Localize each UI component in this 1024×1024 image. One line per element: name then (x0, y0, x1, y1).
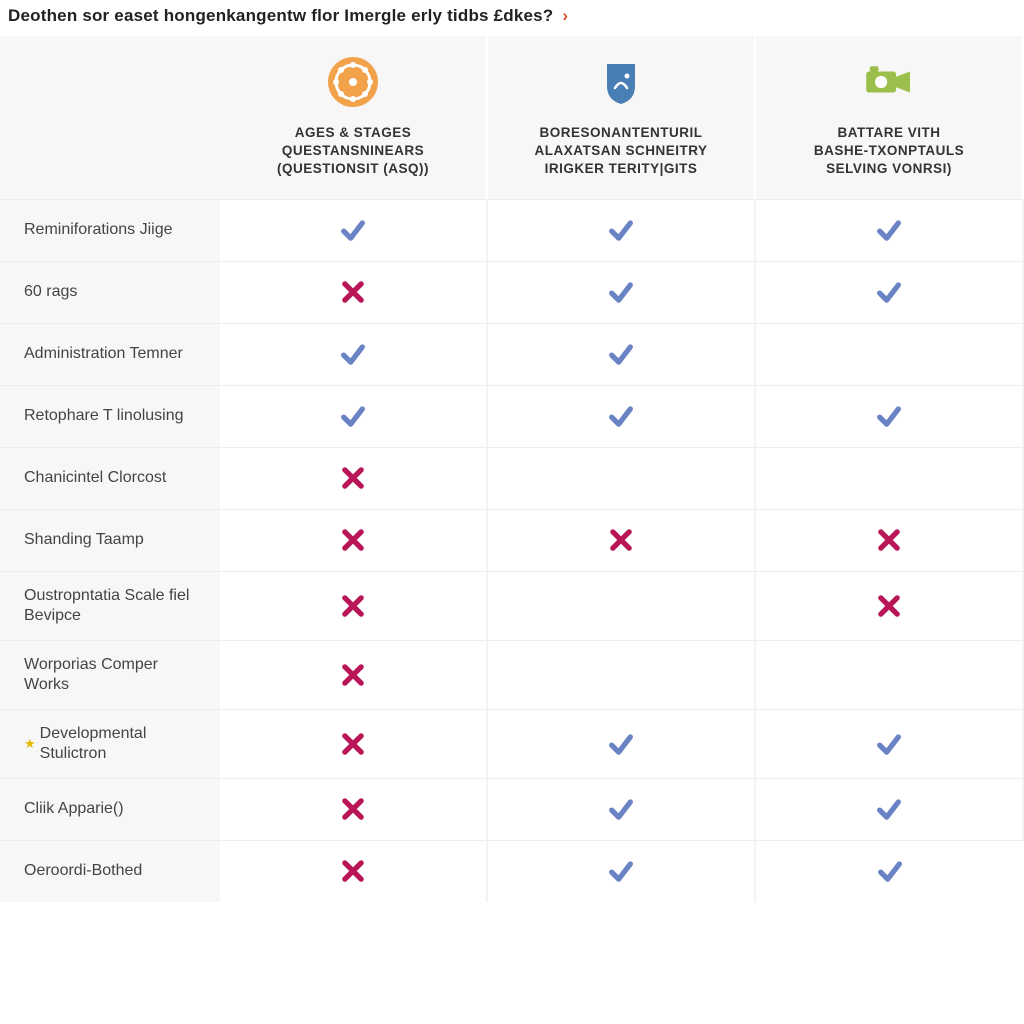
check-icon (876, 857, 904, 885)
star-icon: ★ (24, 736, 36, 752)
comparison-cell (488, 778, 756, 840)
row-label: Cliik Apparie() (0, 778, 220, 840)
row-label-text: Cliik Apparie() (24, 799, 124, 819)
check-icon (875, 216, 903, 244)
row-label-text: Oustropntatia Scale fiel Bevipce (24, 586, 204, 626)
title-caret-icon: › (562, 6, 568, 25)
check-icon (607, 402, 635, 430)
comparison-table: AGES & STAGESQUESTANSNINEARS(QUESTIONSIT… (0, 36, 1024, 902)
comparison-cell (220, 571, 488, 640)
comparison-cell (756, 709, 1024, 778)
row-label-text: Retophare T linolusing (24, 406, 184, 426)
row-label: Oeroordi-Bothed (0, 840, 220, 902)
row-label: Reminiforations Jiige (0, 199, 220, 261)
cross-icon (875, 526, 903, 554)
cross-icon (339, 661, 367, 689)
comparison-cell (488, 447, 756, 509)
column-header-label: BATTARE VITHBASHE-TXONPTAULSSELVING VONR… (814, 124, 964, 179)
comparison-cell (488, 840, 756, 902)
row-label-text: Worporias Comper Works (24, 655, 204, 695)
comparison-cell (220, 709, 488, 778)
comparison-cell (220, 778, 488, 840)
page-title: Deothen sor easet hongenkangentw flor Im… (0, 0, 1024, 36)
comparison-cell (220, 385, 488, 447)
check-icon (607, 278, 635, 306)
comparison-cell (220, 509, 488, 571)
check-icon (875, 795, 903, 823)
cross-icon (339, 730, 367, 758)
column-header-label: AGES & STAGESQUESTANSNINEARS(QUESTIONSIT… (277, 124, 429, 179)
cross-icon (607, 526, 635, 554)
cross-icon (339, 592, 367, 620)
comparison-cell (220, 640, 488, 709)
comparison-cell (220, 199, 488, 261)
comparison-cell (756, 778, 1024, 840)
title-text: Deothen sor easet hongenkangentw flor Im… (8, 6, 553, 25)
comparison-cell (220, 840, 488, 902)
check-icon (875, 402, 903, 430)
comparison-cell (756, 447, 1024, 509)
cross-icon (339, 795, 367, 823)
row-label-text: Developmental Stulictron (40, 724, 204, 764)
comparison-cell (488, 385, 756, 447)
check-icon (607, 216, 635, 244)
check-icon (607, 795, 635, 823)
comparison-cell (220, 323, 488, 385)
comparison-cell (756, 571, 1024, 640)
check-icon (339, 340, 367, 368)
cross-icon (339, 857, 367, 885)
shield-icon (593, 54, 649, 110)
comparison-cell (220, 447, 488, 509)
row-label: Shanding Taamp (0, 509, 220, 571)
cross-icon (339, 278, 367, 306)
comparison-cell (488, 640, 756, 709)
cross-icon (339, 526, 367, 554)
check-icon (607, 340, 635, 368)
check-icon (875, 278, 903, 306)
cross-icon (875, 592, 903, 620)
check-icon (339, 216, 367, 244)
comparison-cell (488, 571, 756, 640)
comparison-cell (488, 261, 756, 323)
check-icon (607, 730, 635, 758)
row-label-text: Administration Temner (24, 344, 183, 364)
comparison-cell (756, 385, 1024, 447)
header-corner (0, 36, 220, 199)
check-icon (875, 730, 903, 758)
row-label: Chanicintel Clorcost (0, 447, 220, 509)
comparison-cell (488, 199, 756, 261)
row-label: Retophare T linolusing (0, 385, 220, 447)
row-label: Oustropntatia Scale fiel Bevipce (0, 571, 220, 640)
check-icon (607, 857, 635, 885)
row-label-text: Oeroordi-Bothed (24, 861, 142, 881)
comparison-cell (220, 261, 488, 323)
row-label-text: Shanding Taamp (24, 530, 144, 550)
comparison-cell (488, 323, 756, 385)
column-header: AGES & STAGESQUESTANSNINEARS(QUESTIONSIT… (220, 36, 488, 199)
wheel-icon (325, 54, 381, 110)
comparison-cell (756, 261, 1024, 323)
comparison-cell (756, 323, 1024, 385)
comparison-cell (488, 709, 756, 778)
check-icon (339, 402, 367, 430)
comparison-cell (756, 640, 1024, 709)
row-label: Administration Temner (0, 323, 220, 385)
row-label-text: Chanicintel Clorcost (24, 468, 166, 488)
row-label: ★Developmental Stulictron (0, 709, 220, 778)
comparison-cell (756, 509, 1024, 571)
comparison-cell (488, 509, 756, 571)
row-label-text: Reminiforations Jiige (24, 220, 173, 240)
comparison-cell (756, 199, 1024, 261)
row-label: 60 rags (0, 261, 220, 323)
column-header: BATTARE VITHBASHE-TXONPTAULSSELVING VONR… (756, 36, 1024, 199)
row-label: Worporias Comper Works (0, 640, 220, 709)
comparison-cell (756, 840, 1024, 902)
camera-icon (861, 54, 917, 110)
column-header: BORESONANTENTURILALAXATSAN SCHNEITRYIRIG… (488, 36, 756, 199)
column-header-label: BORESONANTENTURILALAXATSAN SCHNEITRYIRIG… (534, 124, 707, 179)
row-label-text: 60 rags (24, 282, 77, 302)
cross-icon (339, 464, 367, 492)
